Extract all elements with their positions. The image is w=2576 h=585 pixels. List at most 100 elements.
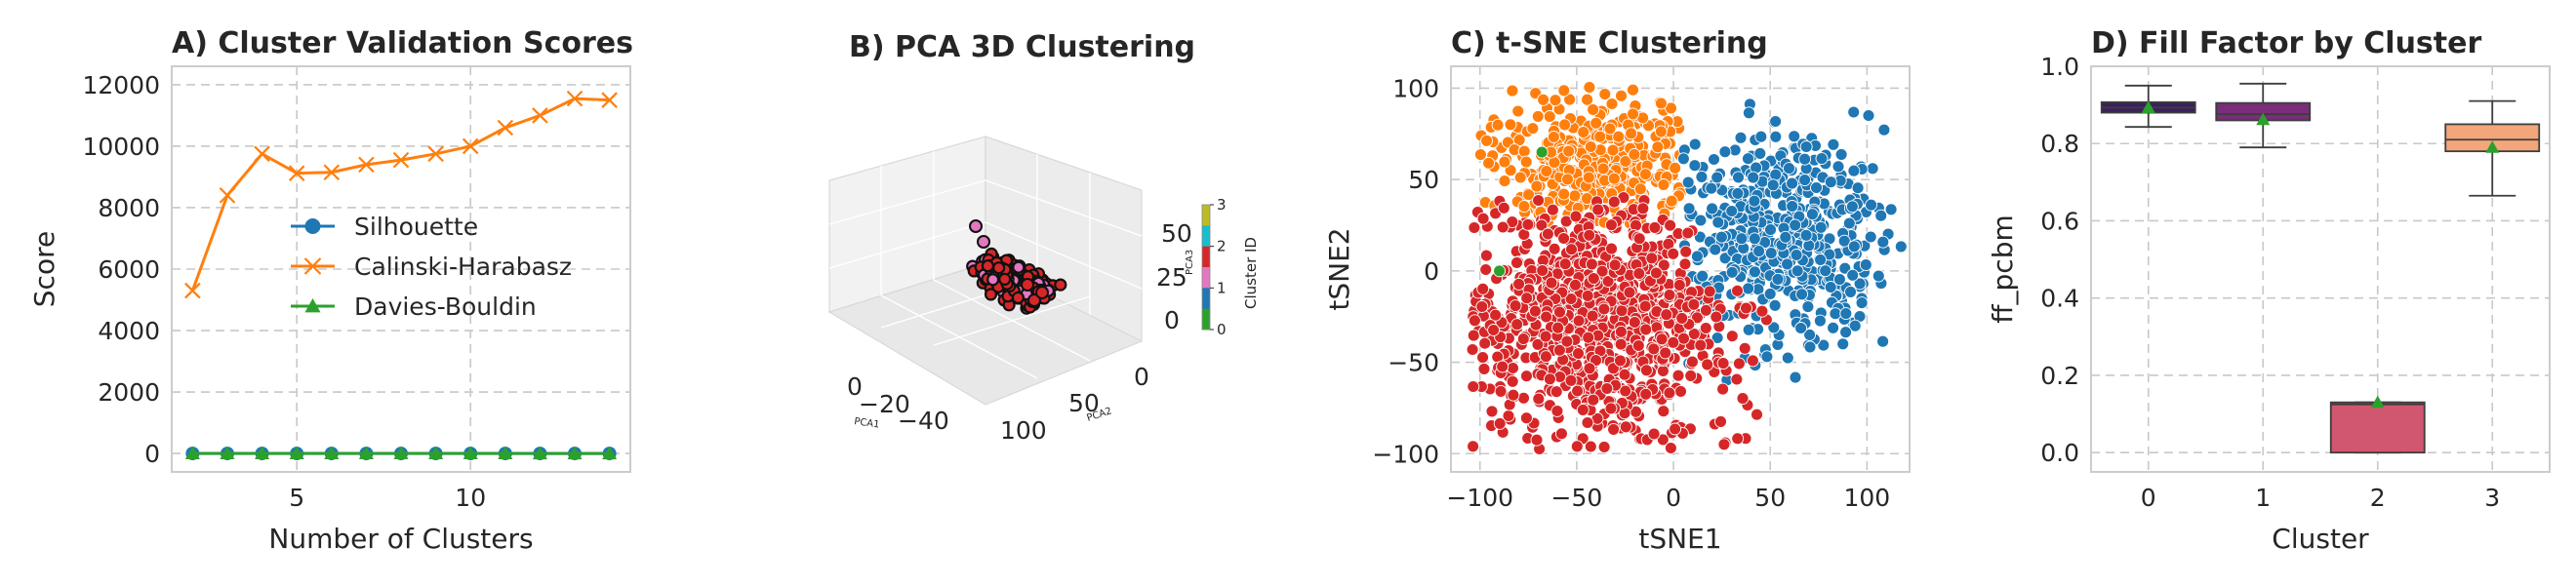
tsne-point xyxy=(1530,179,1544,193)
tsne-point xyxy=(1647,342,1661,356)
tsne-point xyxy=(1581,289,1594,302)
data-point xyxy=(428,446,444,460)
tsne-point xyxy=(1494,384,1508,398)
tsne-point xyxy=(1803,340,1817,354)
tsne-point xyxy=(1510,255,1523,269)
tsne-point xyxy=(1763,287,1777,300)
tsne-point xyxy=(1732,357,1746,370)
tsne-point xyxy=(1748,265,1761,279)
x-tick-label: 100 xyxy=(1844,484,1891,512)
tsne-point xyxy=(1742,282,1755,295)
pca-ztick: 0 xyxy=(1164,306,1180,334)
tsne-point xyxy=(1866,162,1879,176)
tsne-point xyxy=(1694,214,1708,227)
panel-c-tsne: C) t-SNE Clustering −100 −50 0 50 100 −100 −50… xyxy=(1323,26,1911,555)
pca-point xyxy=(969,219,983,233)
tsne-point xyxy=(1639,364,1653,377)
tsne-point xyxy=(1597,440,1611,453)
tsne-point xyxy=(1618,368,1631,381)
tsne-point xyxy=(1783,162,1795,176)
colorbar-tick-label: 3 xyxy=(1217,196,1227,214)
tsne-point xyxy=(1676,152,1690,166)
tsne-point xyxy=(1701,358,1714,371)
x-tick-label: 1 xyxy=(2255,484,2271,512)
tsne-point xyxy=(1606,143,1620,157)
tsne-point xyxy=(1581,93,1594,106)
tsne-point xyxy=(1748,232,1761,246)
tsne-point xyxy=(1605,242,1618,255)
x-tick-label: 10 xyxy=(455,484,486,512)
data-point xyxy=(220,446,235,460)
tsne-point xyxy=(1548,242,1561,255)
tsne-point xyxy=(1619,420,1632,434)
panel-b-pca-3d: B) PCA 3D Clustering 0 −20 −40 PCA1 50 1… xyxy=(827,30,1260,445)
data-point xyxy=(392,151,410,169)
panel-b-title: B) PCA 3D Clustering xyxy=(849,30,1195,64)
tsne-point xyxy=(1657,178,1670,191)
tsne-point xyxy=(1535,218,1549,232)
panel-d-frame xyxy=(2090,65,2551,473)
y-tick-label: −50 xyxy=(1388,349,1439,377)
tsne-point xyxy=(1740,301,1752,315)
tsne-point xyxy=(1596,162,1610,176)
tsne-point xyxy=(1582,331,1595,344)
y-tick-label: 0.2 xyxy=(2040,362,2079,390)
tsne-point xyxy=(1746,354,1759,368)
tsne-point xyxy=(1539,350,1552,364)
tsne-point xyxy=(1632,267,1646,281)
tsne-point xyxy=(1506,215,1519,229)
tsne-point xyxy=(1779,230,1792,244)
tsne-point xyxy=(1848,319,1862,332)
colorbar-outline xyxy=(1201,204,1211,331)
tsne-point xyxy=(1682,202,1696,215)
data-point xyxy=(498,446,513,460)
tsne-point xyxy=(1831,160,1845,174)
tsne-point xyxy=(1667,335,1680,349)
tsne-point xyxy=(1608,258,1622,272)
tsne-point xyxy=(1497,201,1510,214)
tsne-point xyxy=(1764,223,1777,237)
y-tick-label: 4000 xyxy=(98,317,160,345)
pca-point xyxy=(1035,286,1049,299)
panel-d-ylabel: ff_pcbm xyxy=(1987,214,2019,324)
tsne-point xyxy=(1520,370,1533,383)
y-tick-label: 10000 xyxy=(82,133,160,161)
y-tick-label: 0 xyxy=(144,440,160,468)
box-plots xyxy=(2100,82,2541,454)
pca-point xyxy=(984,288,998,301)
tsne-point xyxy=(1517,200,1531,214)
tsne-point xyxy=(1699,322,1712,334)
tsne-point xyxy=(1506,84,1519,98)
tsne-point xyxy=(1839,307,1853,321)
tsne-point xyxy=(1681,226,1695,240)
data-point xyxy=(255,446,270,460)
tsne-point xyxy=(1586,309,1599,323)
tsne-point xyxy=(1507,388,1520,402)
tsne-point xyxy=(1540,165,1553,178)
tsne-point xyxy=(1585,257,1598,271)
tsne-point xyxy=(1540,310,1553,324)
tsne-point xyxy=(1623,286,1636,299)
tsne-point xyxy=(1708,153,1720,166)
data-point xyxy=(601,92,618,108)
tsne-point xyxy=(1660,308,1673,322)
tsne-point xyxy=(1846,268,1860,282)
panel-d-fill-factor: D) Fill Factor by Cluster 0 1 2 3 0.0 0.2 0.4 0… xyxy=(1987,26,2551,555)
tsne-point xyxy=(1572,314,1586,328)
y-tick-label: 1.0 xyxy=(2040,53,2079,81)
tsne-point xyxy=(1535,145,1549,159)
y-tick-label: 2000 xyxy=(98,378,160,407)
tsne-point xyxy=(1475,300,1489,313)
tsne-point xyxy=(1832,273,1846,287)
tsne-point xyxy=(1657,258,1670,272)
tsne-point xyxy=(1842,216,1856,230)
tsne-point xyxy=(1639,323,1653,336)
tsne-point xyxy=(1521,217,1535,231)
tsne-points xyxy=(1466,81,1908,455)
tsne-point xyxy=(1557,232,1571,245)
tsne-point xyxy=(1633,182,1647,196)
tsne-point xyxy=(1694,338,1708,352)
tsne-point xyxy=(1493,416,1507,430)
tsne-point xyxy=(1769,115,1783,128)
tsne-point xyxy=(1545,276,1558,290)
